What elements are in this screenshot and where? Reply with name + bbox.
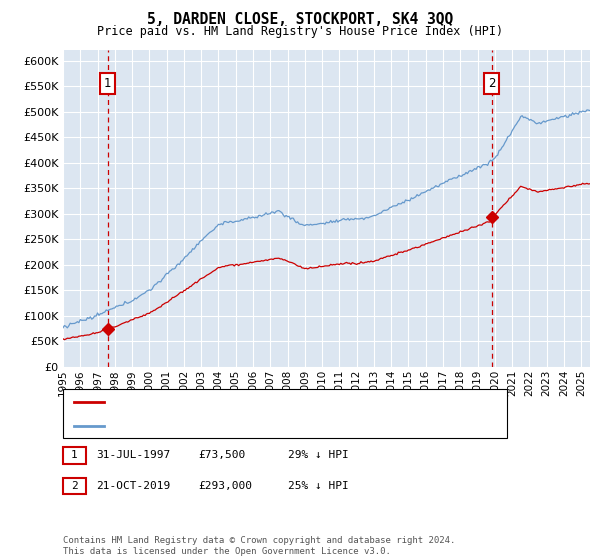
- Text: 31-JUL-1997: 31-JUL-1997: [96, 450, 170, 460]
- Text: Contains HM Land Registry data © Crown copyright and database right 2024.
This d: Contains HM Land Registry data © Crown c…: [63, 536, 455, 556]
- Text: Price paid vs. HM Land Registry's House Price Index (HPI): Price paid vs. HM Land Registry's House …: [97, 25, 503, 38]
- Text: £293,000: £293,000: [198, 481, 252, 491]
- Text: HPI: Average price, detached house, Stockport: HPI: Average price, detached house, Stoc…: [111, 421, 392, 431]
- Text: 2: 2: [488, 77, 495, 90]
- Text: 29% ↓ HPI: 29% ↓ HPI: [288, 450, 349, 460]
- Text: 25% ↓ HPI: 25% ↓ HPI: [288, 481, 349, 491]
- Text: 2: 2: [71, 481, 78, 491]
- Text: £73,500: £73,500: [198, 450, 245, 460]
- Text: 1: 1: [71, 450, 78, 460]
- Text: 5, DARDEN CLOSE, STOCKPORT, SK4 3QQ: 5, DARDEN CLOSE, STOCKPORT, SK4 3QQ: [147, 12, 453, 27]
- Text: 1: 1: [104, 77, 112, 90]
- Text: 21-OCT-2019: 21-OCT-2019: [96, 481, 170, 491]
- Text: 5, DARDEN CLOSE, STOCKPORT, SK4 3QQ (detached house): 5, DARDEN CLOSE, STOCKPORT, SK4 3QQ (det…: [111, 398, 436, 408]
